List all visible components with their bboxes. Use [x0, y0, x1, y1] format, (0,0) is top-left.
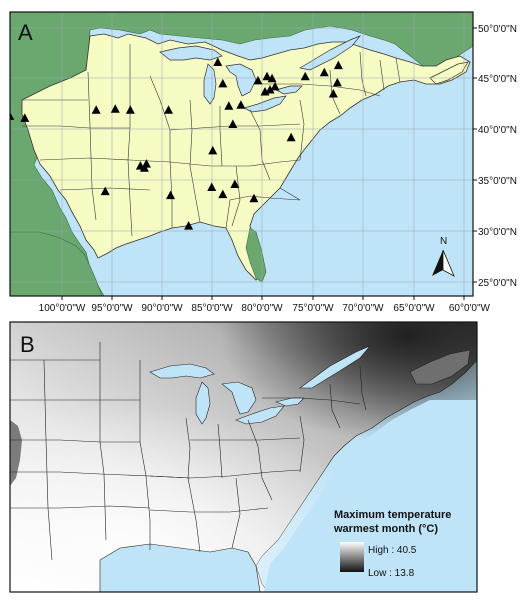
- panel-a-map: A N 50°0'0"N 45°0'0"N 40°0'0"N 35°0'0"N …: [9, 11, 517, 314]
- lat-label: 50°0'0"N: [478, 24, 517, 35]
- site-marker: [230, 179, 240, 188]
- graticule: [10, 12, 473, 296]
- lon-label: 90°0'0"W: [141, 303, 183, 314]
- site-marker: [110, 104, 120, 113]
- site-markers: [10, 57, 343, 230]
- site-marker: [20, 113, 30, 122]
- legend-color-ramp: [340, 542, 364, 572]
- legend-title-line-1: Maximum temperature: [334, 509, 451, 521]
- lon-label: 70°0'0"W: [342, 303, 384, 314]
- site-marker: [218, 189, 228, 199]
- site-marker: [328, 89, 338, 98]
- site-marker: [332, 77, 342, 87]
- great-lakes: [159, 35, 362, 113]
- site-marker: [300, 71, 310, 81]
- panel-a-label: A: [18, 20, 33, 45]
- site-marker: [208, 145, 218, 155]
- longitude-labels: 100°0'0"W 95°0'0"W 90°0'0"W 85°0'0"W 80°…: [39, 296, 491, 314]
- great-lakes-b: [149, 345, 371, 425]
- lon-label: 95°0'0"W: [91, 303, 133, 314]
- site-marker: [249, 193, 259, 203]
- panel-b-label: B: [20, 332, 35, 357]
- legend-high: High : 40.5: [368, 545, 417, 556]
- site-marker: [236, 100, 246, 109]
- site-marker: [213, 57, 223, 67]
- site-marker: [319, 67, 329, 77]
- north-arrow-icon: [432, 250, 443, 276]
- lat-label: 40°0'0"N: [478, 125, 517, 136]
- site-marker: [218, 78, 228, 88]
- lat-label: 45°0'0"N: [478, 74, 517, 85]
- site-marker: [164, 105, 174, 114]
- latitude-labels: 50°0'0"N 45°0'0"N 40°0'0"N 35°0'0"N 30°0…: [473, 24, 517, 289]
- site-marker: [333, 60, 343, 70]
- site-marker: [265, 84, 275, 94]
- lat-label: 35°0'0"N: [478, 176, 517, 187]
- atlantic-ocean: [264, 400, 477, 592]
- lon-label: 100°0'0"W: [39, 303, 86, 314]
- site-marker: [228, 119, 238, 129]
- panel-b-map: B Maximum temperature warmest month (°C)…: [9, 321, 478, 593]
- site-marker: [166, 190, 176, 200]
- panel-b-frame: [9, 321, 478, 593]
- lon-label: 75°0'0"W: [292, 303, 334, 314]
- site-marker: [253, 75, 263, 85]
- lat-label: 30°0'0"N: [478, 227, 517, 238]
- nova-scotia: [429, 61, 469, 85]
- site-marker: [262, 71, 272, 81]
- north-arrow: N: [432, 236, 455, 277]
- site-marker: [10, 111, 15, 120]
- land-mexico: [10, 231, 103, 296]
- panel-a-frame: [9, 11, 474, 297]
- study-region: [21, 33, 471, 281]
- legend-title-line-2: warmest month (°C): [333, 523, 438, 535]
- site-marker: [270, 81, 280, 91]
- legend-low: Low : 13.8: [368, 568, 415, 579]
- site-marker: [100, 186, 110, 196]
- site-marker: [286, 132, 296, 142]
- lon-label: 80°0'0"W: [241, 303, 283, 314]
- gulf-of-mexico: [99, 543, 261, 592]
- lon-label: 60°0'0"W: [449, 303, 491, 314]
- lat-label: 25°0'0"N: [478, 278, 517, 289]
- north-arrow-icon-right: [442, 249, 455, 277]
- state-borders: [22, 44, 401, 237]
- site-marker: [224, 101, 234, 110]
- site-marker: [267, 73, 277, 83]
- temperature-legend: Maximum temperature warmest month (°C) H…: [333, 509, 451, 579]
- site-marker: [91, 105, 101, 114]
- lon-label: 65°0'0"W: [393, 303, 435, 314]
- maritime-land: [409, 349, 471, 385]
- site-marker: [125, 105, 135, 114]
- site-marker: [184, 221, 194, 230]
- state-borders-b: [10, 342, 367, 561]
- lon-label: 85°0'0"W: [191, 303, 233, 314]
- site-marker: [207, 182, 217, 192]
- north-arrow-label: N: [440, 236, 447, 247]
- rocky-mountains: [10, 420, 22, 486]
- site-marker: [141, 159, 151, 168]
